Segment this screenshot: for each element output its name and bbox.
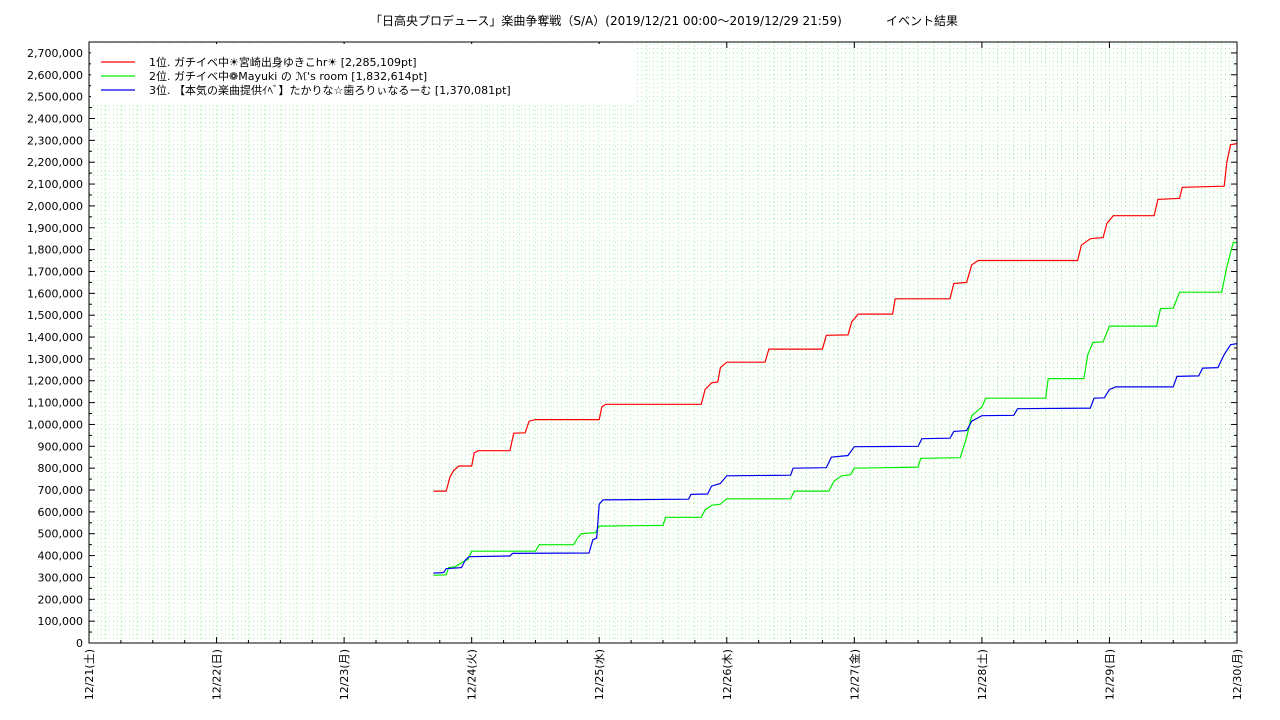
x-tick-label: 12/30(月) bbox=[1231, 649, 1244, 700]
y-tick-label: 1,400,000 bbox=[27, 331, 83, 344]
series-line-1 bbox=[433, 143, 1238, 492]
legend-background bbox=[91, 44, 637, 104]
y-tick-label: 2,300,000 bbox=[27, 134, 83, 147]
y-tick-label: 700,000 bbox=[38, 484, 84, 497]
y-tick-label: 1,700,000 bbox=[27, 265, 83, 278]
y-tick-label: 1,100,000 bbox=[27, 397, 83, 410]
y-tick-label: 1,500,000 bbox=[27, 309, 83, 322]
legend: 1位. ガチイベ中☀宮崎出身ゆきこhr☀ [2,285,109pt]2位. ガチ… bbox=[91, 44, 637, 104]
y-tick-label: 400,000 bbox=[38, 550, 84, 563]
y-tick-label: 100,000 bbox=[38, 615, 84, 628]
y-tick-label: 300,000 bbox=[38, 571, 84, 584]
series-line-3 bbox=[433, 343, 1238, 574]
y-tick-label: 800,000 bbox=[38, 462, 84, 475]
y-tick-label: 2,600,000 bbox=[27, 69, 83, 82]
x-tick-label: 12/24(火) bbox=[466, 649, 479, 700]
x-tick-label: 12/27(金) bbox=[847, 649, 861, 700]
series-lines bbox=[433, 143, 1238, 576]
y-tick-label: 900,000 bbox=[38, 440, 84, 453]
x-tick-label: 12/22(日) bbox=[211, 649, 224, 700]
x-tick-label: 12/26(木) bbox=[721, 649, 734, 700]
series-line-2 bbox=[433, 241, 1237, 576]
y-tick-label: 1,000,000 bbox=[27, 418, 83, 431]
y-tick-labels: 0 100,000 200,000 300,000 400,000 500,000 600,… bbox=[27, 47, 83, 650]
y-tick-label: 2,000,000 bbox=[27, 200, 83, 213]
plot-frame bbox=[88, 41, 1238, 644]
legend-entry-1: 1位. ガチイベ中☀宮崎出身ゆきこhr☀ [2,285,109pt] bbox=[149, 55, 417, 69]
legend-entry-3: 3位. 【本気の楽曲提供ｲﾍﾞ】たかりな☆歯ろりぃなるーむ [1,370,081… bbox=[149, 83, 511, 97]
y-tick-label: 2,200,000 bbox=[27, 156, 83, 169]
y-tick-label: 1,600,000 bbox=[27, 287, 83, 300]
chart-subtitle: イベント結果 bbox=[886, 14, 958, 28]
y-tick-label: 200,000 bbox=[38, 593, 84, 606]
grid-lines bbox=[89, 42, 1237, 643]
x-tick-label: 12/29(日) bbox=[1103, 649, 1116, 700]
y-tick-label: 2,400,000 bbox=[27, 112, 83, 125]
y-tick-label: 2,700,000 bbox=[27, 47, 83, 60]
x-tick-label: 12/25(水) bbox=[593, 649, 606, 700]
x-tick-label: 12/21(土) bbox=[83, 649, 96, 700]
y-tick-label: 2,100,000 bbox=[27, 178, 83, 191]
y-tick-label: 1,800,000 bbox=[27, 244, 83, 257]
x-tick-label: 12/28(土) bbox=[976, 649, 989, 700]
y-tick-label: 1,200,000 bbox=[27, 375, 83, 388]
y-tick-label: 2,500,000 bbox=[27, 91, 83, 104]
legend-entry-2: 2位. ガチイベ中❁Mayuki の ℳ's room [1,832,614pt… bbox=[149, 69, 427, 83]
chart-title: 「日高央プロデュース」楽曲争奪戦（S/A）(2019/12/21 00:00～2… bbox=[370, 13, 842, 28]
y-tick-label: 1,300,000 bbox=[27, 353, 83, 366]
y-tick-label: 0 bbox=[76, 637, 83, 650]
y-tick-label: 1,900,000 bbox=[27, 222, 83, 235]
y-tick-label: 500,000 bbox=[38, 528, 84, 541]
x-tick-labels: 12/21(土) 12/22(日) 12/23(月) 12/24(火) 12/25(水)… bbox=[83, 649, 1244, 700]
y-tick-label: 600,000 bbox=[38, 506, 84, 519]
x-tick-label: 12/23(月) bbox=[338, 649, 351, 700]
